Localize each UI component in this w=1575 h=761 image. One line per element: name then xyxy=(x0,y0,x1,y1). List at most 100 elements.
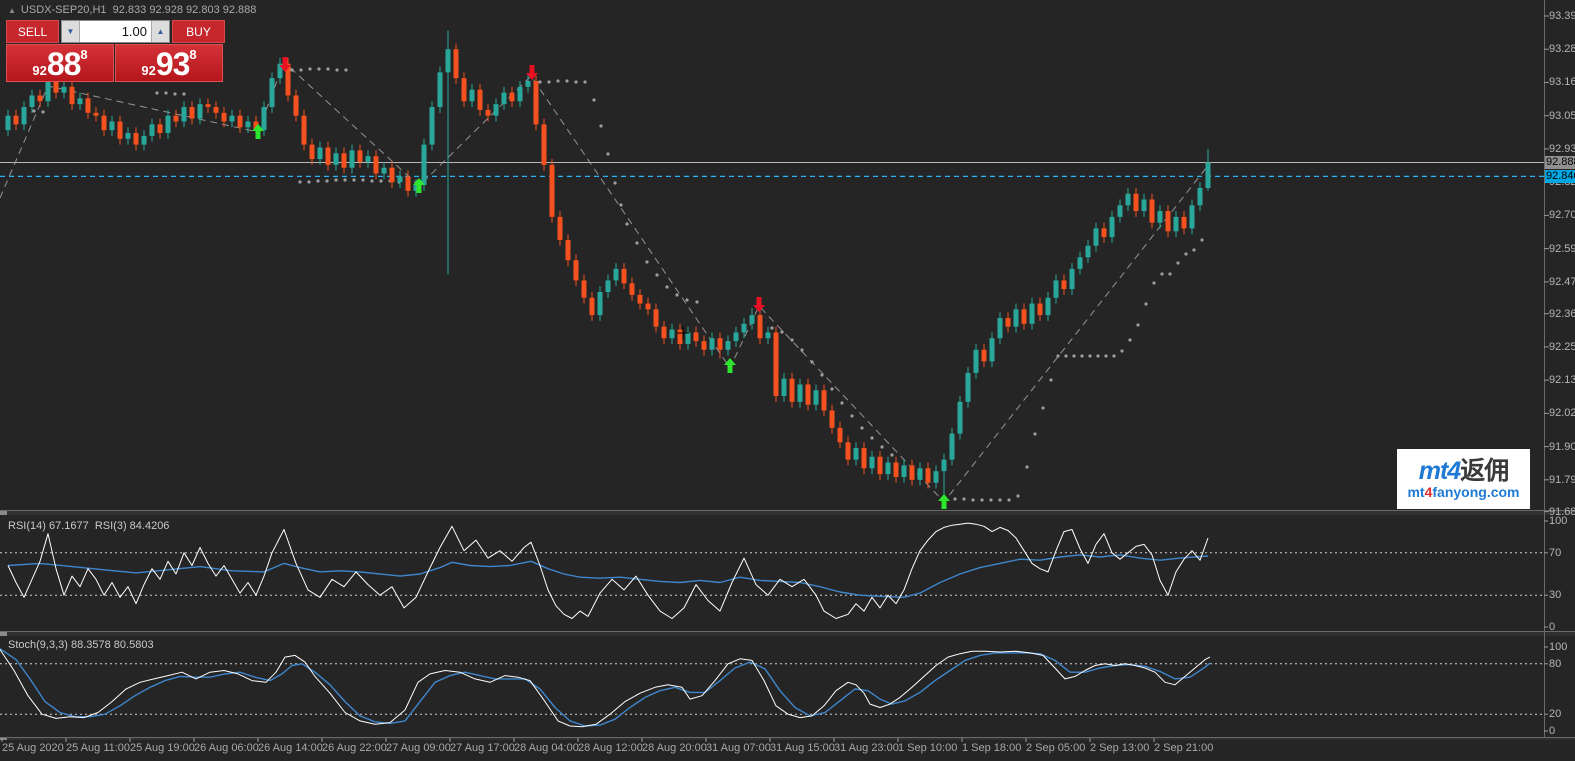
sar-dot xyxy=(316,179,320,183)
candle-body xyxy=(309,144,315,160)
candle-body xyxy=(501,92,507,105)
candle-body xyxy=(261,107,267,131)
splitter-grip xyxy=(0,511,7,515)
price-axis-label: 92.250 xyxy=(1549,341,1575,353)
candle-body xyxy=(837,427,843,443)
sar-dot xyxy=(1064,354,1068,358)
candle-body xyxy=(965,372,971,402)
chevron-down-icon: ▼ xyxy=(66,27,75,36)
candle-body xyxy=(989,338,995,362)
sar-dot xyxy=(998,498,1002,502)
candle-body xyxy=(813,390,819,405)
candle-body xyxy=(637,294,643,304)
candle-body xyxy=(13,115,19,125)
sar-dot xyxy=(538,80,542,84)
sar-dot xyxy=(155,91,159,95)
candle-body xyxy=(1141,199,1147,212)
candle-body xyxy=(589,297,595,316)
sar-dot xyxy=(1136,323,1140,327)
candle-body xyxy=(1037,303,1043,316)
candle-body xyxy=(1021,309,1027,324)
sar-dot xyxy=(780,330,784,334)
candle-body xyxy=(629,283,635,295)
sell-button[interactable]: SELL xyxy=(6,20,59,43)
sar-dot xyxy=(599,124,603,128)
candle-body xyxy=(1109,216,1115,238)
volume-input[interactable] xyxy=(80,21,151,42)
candle-body xyxy=(149,124,155,136)
sar-dot xyxy=(1112,354,1116,358)
candle-body xyxy=(229,115,235,122)
buy-button[interactable]: BUY xyxy=(172,20,225,43)
price-axis-label: 91.790 xyxy=(1549,474,1575,486)
price-axis-label: 92.705 xyxy=(1549,209,1575,221)
bid-big-figure: 88 xyxy=(46,46,82,82)
candle-body xyxy=(109,121,115,131)
candle-body xyxy=(357,150,363,162)
candle-body xyxy=(301,115,307,145)
candle-body xyxy=(805,384,811,405)
rsi-axis-label: 100 xyxy=(1549,515,1568,527)
sar-dot xyxy=(1152,281,1156,285)
candle-body xyxy=(1189,205,1195,229)
broker-watermark[interactable]: mt4返佣 mt4fanyong.com xyxy=(1397,449,1530,509)
sar-dot xyxy=(962,497,966,501)
rsi-axis-label: 30 xyxy=(1549,589,1562,601)
stoch-signal-line xyxy=(0,648,1211,727)
candle-body xyxy=(45,81,51,102)
splitter-grip xyxy=(0,738,7,740)
candle-body xyxy=(509,92,515,102)
sar-dot xyxy=(840,401,844,405)
candle-body xyxy=(117,121,123,139)
candle-body xyxy=(445,49,451,73)
bid-price-tile[interactable]: 92 88 8 xyxy=(6,44,114,82)
buy-arrow-icon xyxy=(252,124,264,139)
time-axis-label: 31 Aug 15:00 xyxy=(770,742,835,754)
sar-dot xyxy=(613,181,617,185)
sar-dot xyxy=(1144,302,1148,306)
candle-body xyxy=(181,107,187,122)
sar-dot xyxy=(890,453,894,457)
candle-body xyxy=(133,133,139,145)
candle-body xyxy=(165,115,171,134)
sar-dot xyxy=(308,67,312,71)
candle-body xyxy=(549,164,555,217)
candle-body xyxy=(949,433,955,460)
candle-body xyxy=(61,86,67,93)
sar-dot xyxy=(344,68,348,72)
candle-body xyxy=(437,72,443,108)
sar-dot xyxy=(625,222,629,226)
sar-dot xyxy=(298,180,302,184)
candle-body xyxy=(333,153,339,165)
sar-dot xyxy=(1088,354,1092,358)
sar-dot xyxy=(361,178,365,182)
volume-decrease-button[interactable]: ▼ xyxy=(62,21,80,42)
candle-body xyxy=(797,384,803,402)
sar-dot xyxy=(790,338,794,342)
candle-body xyxy=(37,95,43,102)
candle-body xyxy=(565,239,571,261)
buy-arrow-icon xyxy=(938,494,950,509)
candle-body xyxy=(557,216,563,240)
candle-body xyxy=(93,112,99,116)
ask-price-tile[interactable]: 92 93 8 xyxy=(115,44,223,82)
candle-body xyxy=(53,81,59,93)
volume-increase-button[interactable]: ▲ xyxy=(151,21,169,42)
watermark-logo: mt4返佣 xyxy=(1418,457,1509,485)
candle-body xyxy=(701,341,707,350)
candle-body xyxy=(1045,297,1051,316)
rsi-indicator-label: RSI(14) 67.1677 RSI(3) 84.4206 xyxy=(8,520,170,532)
candle-body xyxy=(749,315,755,324)
sar-dot xyxy=(1056,354,1060,358)
candle-body xyxy=(669,329,675,339)
sell-arrow-icon xyxy=(526,65,538,80)
volume-spinbox: ▼ ▲ xyxy=(61,20,170,43)
sar-dot xyxy=(880,445,884,449)
sar-dot xyxy=(655,273,659,277)
sar-dot xyxy=(980,498,984,502)
candle-body xyxy=(1053,280,1059,298)
sar-dot xyxy=(379,179,383,183)
sar-dot xyxy=(1192,248,1196,252)
